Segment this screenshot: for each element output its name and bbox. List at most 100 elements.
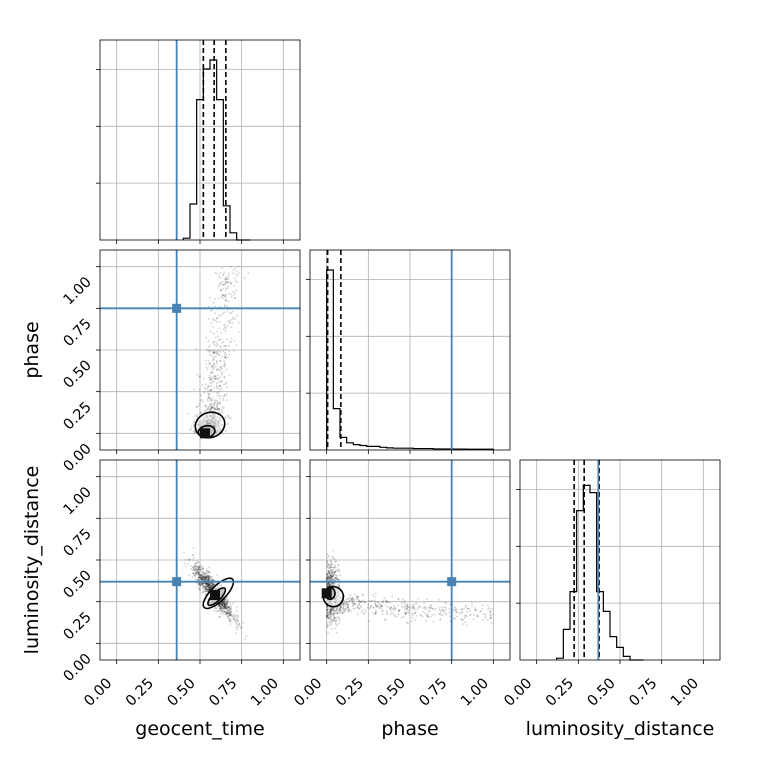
sample-point [227,281,229,284]
sample-point [212,582,215,585]
sample-point [209,408,212,411]
sample-point [237,331,240,334]
sample-point [339,607,341,610]
sample-point [326,585,329,588]
sample-point [339,606,342,609]
sample-point [230,611,232,613]
sample-point [425,598,428,601]
sample-point [454,618,456,620]
sample-point [209,579,212,582]
sample-point [223,365,226,368]
sample-point [223,345,225,347]
sample-point [386,599,388,602]
sample-point [330,564,333,566]
sample-point [221,373,223,376]
sample-point [325,614,328,617]
sample-point [326,621,329,624]
sample-point [330,559,332,562]
sample-point [209,587,211,589]
sample-point [236,274,239,277]
sample-point [334,570,336,573]
sample-point [240,626,243,628]
sample-point [200,578,203,581]
sample-point [360,606,363,608]
sample-point [325,605,328,608]
sample-point [208,575,211,578]
sample-point [213,583,216,586]
sample-point [222,602,225,605]
sample-point [202,576,204,579]
sample-point [213,407,216,410]
sample-point [411,614,414,617]
sample-point [223,605,226,608]
sample-point [223,393,226,396]
sample-point [225,293,228,296]
sample-point [328,613,331,616]
sample-point [215,392,218,395]
sample-point [389,609,392,611]
sample-point [338,570,341,572]
sample-point [200,582,203,585]
sample-point [197,571,200,574]
sample-point [219,272,222,274]
sample-point [337,563,340,566]
sample-point [200,574,202,577]
sample-point [207,584,210,587]
sample-point [212,578,215,581]
sample-point [328,576,331,579]
sample-point [224,289,227,292]
sample-point [199,584,202,587]
sample-point [465,624,468,627]
sample-point [223,283,226,286]
sample-point [326,578,329,581]
sample-point [343,611,346,613]
sample-point [202,584,205,587]
sample-point [217,368,220,371]
sample-point [204,593,207,596]
sample-point [212,364,215,367]
sample-point [230,417,233,420]
sample-point [220,386,222,389]
sample-point [329,575,332,577]
sample-point [228,272,230,275]
sample-point [338,622,341,625]
sample-point [221,348,224,351]
sample-point [403,608,406,611]
sample-point [352,602,354,605]
sample-point [329,611,332,613]
sample-point [325,614,328,617]
sample-point [206,575,209,577]
sample-point [405,605,408,607]
sample-point [225,381,228,384]
sample-point [237,265,240,268]
sample-point [198,577,200,580]
sample-point [208,584,211,587]
sample-point [375,605,378,608]
sample-point [214,408,217,411]
sample-point [417,597,420,600]
sample-point [207,577,210,580]
sample-point [215,352,218,355]
sample-point [225,393,228,396]
sample-point [384,619,387,622]
sample-point [221,604,224,607]
sample-point [440,614,443,617]
sample-point [347,607,350,609]
sample-point [212,583,214,586]
sample-point [476,614,479,617]
sample-point [231,602,234,605]
sample-point [202,573,205,575]
sample-point [490,614,492,617]
sample-point [375,611,378,614]
sample-point [490,617,493,619]
sample-point [233,284,235,287]
sample-point [442,610,445,613]
sample-point [202,585,205,588]
sample-point [226,386,229,389]
sample-point [214,377,217,380]
sample-point [200,412,203,415]
sample-point [224,324,226,327]
sample-point [220,338,222,341]
sample-point [448,607,451,610]
sample-point [461,623,464,625]
